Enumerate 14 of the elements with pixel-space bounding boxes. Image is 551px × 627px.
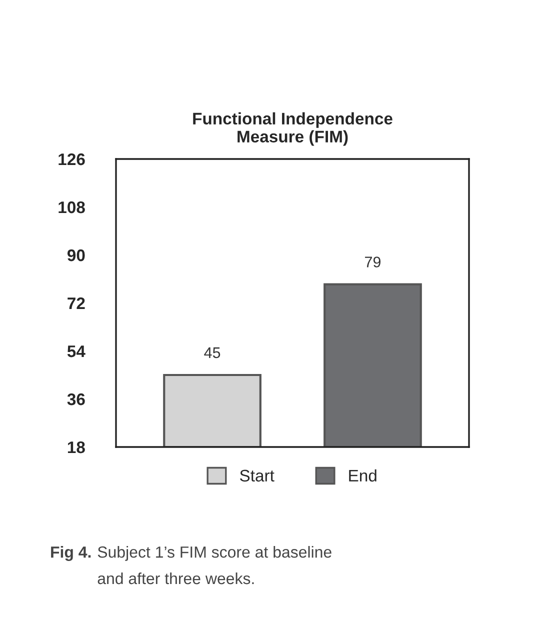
y-tick-label: 36 — [67, 393, 85, 406]
text: Subject 1’s FIM score at baseline and after three weeks. — [98, 546, 332, 584]
y-tick-label: 108 — [58, 201, 85, 214]
y-tick-label: 18 — [68, 441, 85, 454]
y-tick-label: 126 — [58, 153, 85, 166]
caption: Fig 4. — [51, 546, 91, 561]
data-label: 45 — [204, 347, 220, 358]
legend-label: End — [349, 469, 376, 482]
chart-title: Functional Independence Measure (FIM) — [193, 112, 392, 146]
legend-label: Start — [240, 470, 274, 482]
y-tick-label: 54 — [67, 346, 86, 358]
data-label: 79 — [365, 256, 380, 268]
y-tick-label: 90 — [67, 249, 85, 262]
y-tick-label: 72 — [68, 297, 85, 310]
